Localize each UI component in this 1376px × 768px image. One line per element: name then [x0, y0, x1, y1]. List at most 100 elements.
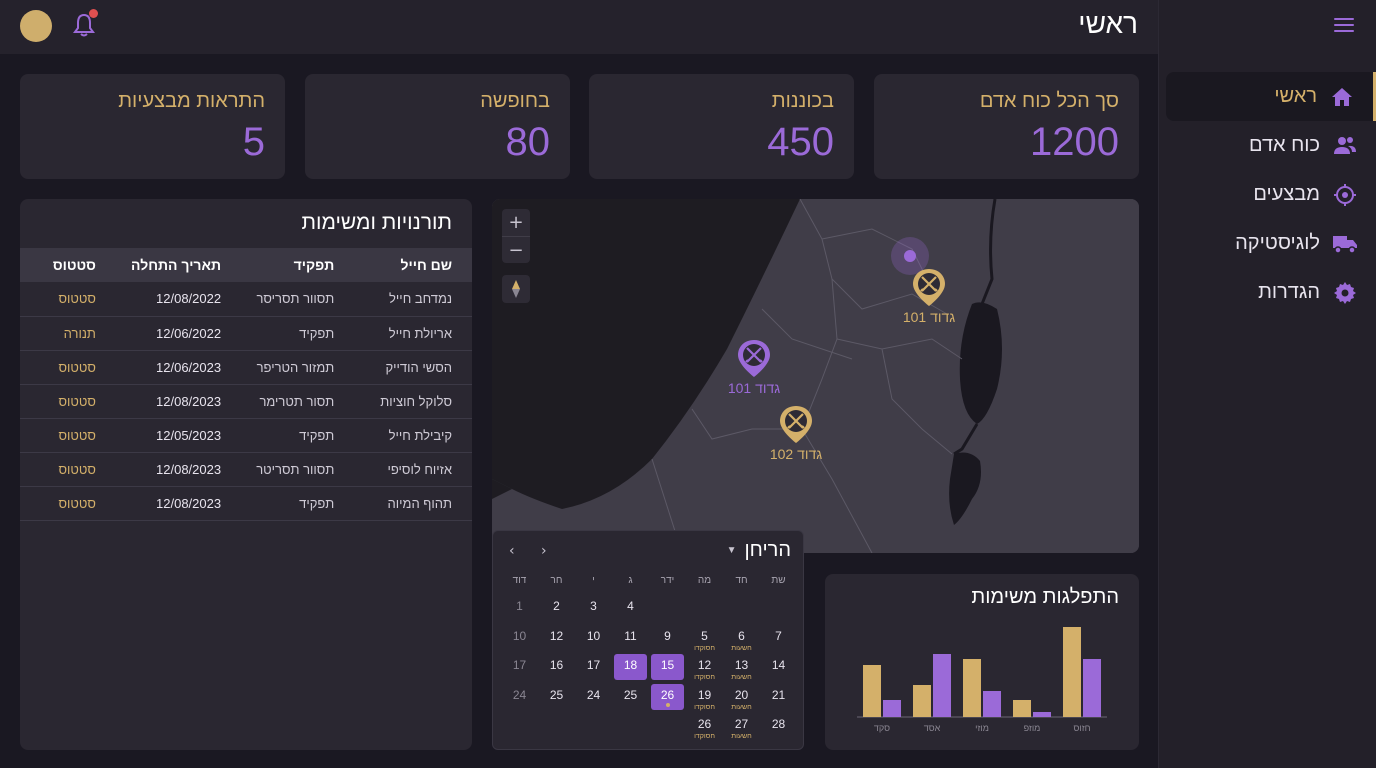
chart-bar[interactable]: [913, 685, 931, 717]
sidebar-item-home[interactable]: ראשי: [1166, 72, 1376, 121]
calendar-day[interactable]: 16: [540, 654, 573, 680]
map-marker-battalion-102-gold[interactable]: גדוד 102: [756, 404, 836, 462]
notification-dot: [89, 9, 98, 18]
stat-value: 80: [505, 120, 551, 164]
calendar-day-number: 10: [586, 629, 601, 643]
table-row[interactable]: סלוקל חוציות תסור תטרימר 12/08/2023 סטטוס: [20, 384, 472, 419]
calendar-day[interactable]: 28: [762, 713, 795, 739]
calendar-day[interactable]: 17: [577, 654, 610, 680]
zoom-out-button[interactable]: −: [502, 236, 530, 263]
calendar-day[interactable]: 3: [577, 595, 610, 621]
start-date-cell: 12/08/2023: [103, 452, 230, 487]
calendar-day[interactable]: 15: [651, 654, 684, 680]
calendar-day[interactable]: 21: [762, 684, 795, 710]
calendar-day-number: 21: [771, 688, 786, 702]
role-cell: תסוור תסריסר: [229, 282, 355, 317]
calendar-day-header: חד: [735, 575, 748, 586]
calendar-month-select[interactable]: הריחן ▼: [727, 539, 791, 562]
users-icon: [1332, 133, 1358, 159]
calendar-day[interactable]: 24: [503, 684, 536, 710]
column-header[interactable]: סטטוס: [20, 248, 104, 282]
calendar-day[interactable]: 9: [651, 625, 684, 651]
calendar-day[interactable]: 7: [762, 625, 795, 651]
calendar-prev-button[interactable]: ‹: [509, 543, 515, 559]
calendar-day[interactable]: 19 חסוקדו: [688, 684, 721, 711]
calendar-day[interactable]: 17: [503, 654, 536, 680]
table-row[interactable]: אזיוח לוסיפי תסוור תסריטר 12/08/2023 סטטוס: [20, 452, 472, 487]
chart-bar[interactable]: [1063, 627, 1081, 717]
menu-hamburger-icon[interactable]: [1332, 14, 1356, 38]
calendar-day[interactable]: 13 חשעות: [725, 654, 758, 681]
calendar-day[interactable]: 10: [503, 625, 536, 651]
calendar-day[interactable]: 25: [540, 684, 573, 710]
calendar-event-dot-icon: [665, 703, 670, 707]
column-header[interactable]: שם חייל: [354, 248, 472, 282]
sidebar-item-personnel[interactable]: כוח אדם: [1166, 121, 1376, 170]
calendar-day-number: 17: [512, 658, 527, 672]
sidebar-item-settings[interactable]: הגדרות: [1166, 268, 1376, 317]
table-row[interactable]: תהוף המיוה תפקיד 12/08/2023 סטטוס: [20, 486, 472, 521]
calendar-day-number: 4: [627, 599, 634, 613]
chart-category-label: חזוס: [1073, 723, 1090, 733]
table-row[interactable]: אריולת חייל תפקיד 12/06/2022 תנורה: [20, 316, 472, 351]
map-marker-battalion-101-gold[interactable]: גדוד 101: [889, 267, 969, 325]
calendar-day[interactable]: 5 חסוקדו: [688, 625, 721, 652]
calendar-day[interactable]: 20 חשעות: [725, 684, 758, 711]
marker-label: גדוד 101: [727, 380, 781, 396]
calendar-day[interactable]: 12 חסוקדו: [688, 654, 721, 681]
notifications-bell-icon[interactable]: [72, 9, 98, 38]
sidebar-item-logistics[interactable]: לוגיסטיקה: [1166, 219, 1376, 268]
soldier-name-cell: הסשי הודייק: [354, 350, 472, 385]
pulse-location-icon: [891, 237, 929, 275]
table-row[interactable]: קיבילת חייל תפקיד 12/05/2023 סטטוס: [20, 418, 472, 453]
column-header[interactable]: תאריך התחלה: [103, 248, 230, 282]
sidebar-nav: ראשי כוח אדם מבצעים לוגיסטיקה הגדרות: [1166, 72, 1376, 317]
role-cell: תפקיד: [229, 486, 355, 521]
calendar-day[interactable]: 24: [577, 684, 610, 710]
chart-bar[interactable]: [963, 659, 981, 717]
calendar-next-button[interactable]: ›: [541, 543, 547, 559]
calendar-day[interactable]: 10: [577, 625, 610, 651]
avatar[interactable]: [20, 10, 52, 42]
chart-bar[interactable]: [883, 700, 901, 717]
calendar-day[interactable]: 26: [651, 684, 684, 710]
calendar-day[interactable]: 18: [614, 654, 647, 680]
calendar-day-event: חשעות: [731, 645, 752, 652]
calendar-title: הריחן: [744, 539, 791, 561]
map-panel[interactable]: + − גדוד 101 גדוד 101 גדוד 102: [492, 199, 1139, 553]
chart-bar[interactable]: [983, 691, 1001, 717]
chart-bar[interactable]: [933, 654, 951, 717]
calendar-day[interactable]: 2: [540, 595, 573, 621]
start-date-cell: 12/08/2023: [103, 486, 230, 521]
calendar-day[interactable]: 25: [614, 684, 647, 710]
chart-bar[interactable]: [1013, 700, 1031, 717]
chart-bar[interactable]: [863, 665, 881, 717]
start-date-cell: 12/06/2023: [103, 350, 230, 385]
map-marker-battalion-101-purple[interactable]: גדוד 101: [714, 338, 794, 396]
calendar-day[interactable]: 12: [540, 625, 573, 651]
calendar-day-header: י: [592, 575, 595, 586]
crossed-swords-pin-icon: [913, 269, 945, 306]
calendar-day[interactable]: 11: [614, 625, 647, 651]
sidebar-item-label: הגדרות: [1258, 281, 1320, 303]
zoom-in-button[interactable]: +: [508, 212, 524, 233]
calendar-day[interactable]: 14: [762, 654, 795, 680]
compass-icon[interactable]: [502, 275, 530, 303]
calendar-day[interactable]: 1: [503, 595, 536, 621]
role-cell: תפקיד: [229, 418, 355, 453]
chart-bar[interactable]: [1083, 659, 1101, 717]
calendar-day[interactable]: 4: [614, 595, 647, 621]
calendar-day[interactable]: 6 חשעות: [725, 625, 758, 652]
calendar-day[interactable]: 26 חסוקדו: [688, 713, 721, 740]
chart-bar[interactable]: [1033, 712, 1051, 717]
map-canvas[interactable]: [492, 199, 1139, 553]
calendar-day[interactable]: 27 חשעות: [725, 713, 758, 740]
table-row[interactable]: הסשי הודייק תמזור הטריפר 12/06/2023 סטטוס: [20, 350, 472, 385]
home-icon: [1329, 84, 1355, 110]
column-header[interactable]: תפקיד: [229, 248, 355, 282]
table-row[interactable]: נמדחב חייל תסוור תסריסר 12/08/2022 סטטוס: [20, 282, 472, 317]
stat-label: בכוננות: [771, 90, 834, 112]
soldier-name-cell: תהוף המיוה: [354, 486, 472, 521]
sidebar-item-operations[interactable]: מבצעים: [1166, 170, 1376, 219]
stat-card-vacation: בחופשה 80: [305, 74, 570, 179]
